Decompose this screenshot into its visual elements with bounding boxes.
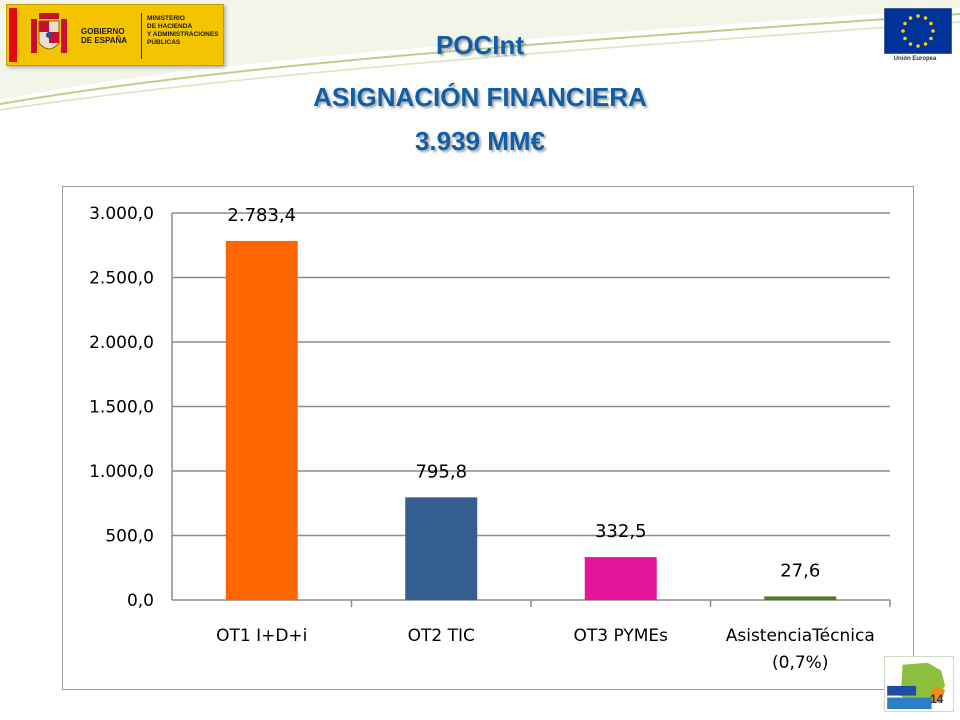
eu-star <box>931 29 935 33</box>
data-label: 795,8 <box>415 461 467 482</box>
eu-star <box>903 36 907 41</box>
eu-star <box>929 21 933 26</box>
eu-star <box>908 42 913 46</box>
gobierno-logo: GOBIERNO DE ESPAÑA MINISTERIO DE HACIEND… <box>6 4 224 66</box>
data-label: 332,5 <box>595 521 647 542</box>
ministry-text: MINISTERIO DE HACIENDA Y ADMINISTRACIONE… <box>147 15 225 47</box>
y-tick-label: 2.500,0 <box>89 269 154 289</box>
y-tick-label: 2.000,0 <box>89 333 154 353</box>
eu-star <box>903 21 907 26</box>
x-category-label: AsistenciaTécnica <box>726 626 875 646</box>
eu-flag-icon <box>884 8 952 54</box>
page-number: 14 <box>930 692 944 706</box>
chart-frame <box>62 186 914 690</box>
gobierno-line2: DE ESPAÑA <box>81 36 128 45</box>
y-tick-label: 0,0 <box>127 591 154 611</box>
data-label: 2.783,4 <box>227 205 296 226</box>
programme-logo <box>884 656 954 712</box>
ministry-line: PÚBLICAS <box>147 39 181 46</box>
bar-chart: 0,0 500,0 1.000,0 1.500,0 2.000,0 2.500,0 3.00… <box>89 204 891 673</box>
eu-label: Unión Europea <box>893 56 937 62</box>
x-category-label: OT1 I+D+i <box>216 626 307 646</box>
bar <box>225 240 298 600</box>
total-amount: 3.939 MM€ <box>414 126 546 156</box>
logo-divider <box>141 13 142 59</box>
bar <box>405 497 478 600</box>
ministry-line: DE HACIENDA <box>147 23 193 30</box>
data-label: 27,6 <box>780 560 820 581</box>
coat-of-arms-icon <box>31 13 67 53</box>
x-category-label: OT2 TIC <box>408 626 475 646</box>
bar <box>584 557 657 600</box>
bar <box>764 596 837 600</box>
eu-star <box>916 14 920 18</box>
y-tick-label: 1.500,0 <box>89 398 154 418</box>
eu-star <box>923 42 928 46</box>
header-swoosh <box>0 0 960 111</box>
gobierno-line1: GOBIERNO <box>81 27 125 36</box>
y-tick-label: 500,0 <box>105 527 154 547</box>
x-category-label: OT3 PYMEs <box>573 626 668 646</box>
page-subtitle: ASIGNACIÓN FINANCIERA <box>313 82 647 112</box>
page-title: POCInt <box>435 30 525 60</box>
eu-star <box>929 36 933 41</box>
eu-star <box>908 16 913 20</box>
gobierno-text: GOBIERNO DE ESPAÑA <box>81 27 137 45</box>
flag-stripe <box>9 8 17 62</box>
ministry-line: MINISTERIO <box>147 15 185 22</box>
x-category-label: (0,7%) <box>772 653 828 673</box>
y-tick-label: 1.000,0 <box>89 462 154 482</box>
eu-star <box>916 44 920 48</box>
eu-star <box>901 29 905 33</box>
y-tick-label: 3.000,0 <box>89 204 154 224</box>
ministry-line: Y ADMINISTRACIONES <box>147 31 219 38</box>
eu-star <box>923 16 928 20</box>
